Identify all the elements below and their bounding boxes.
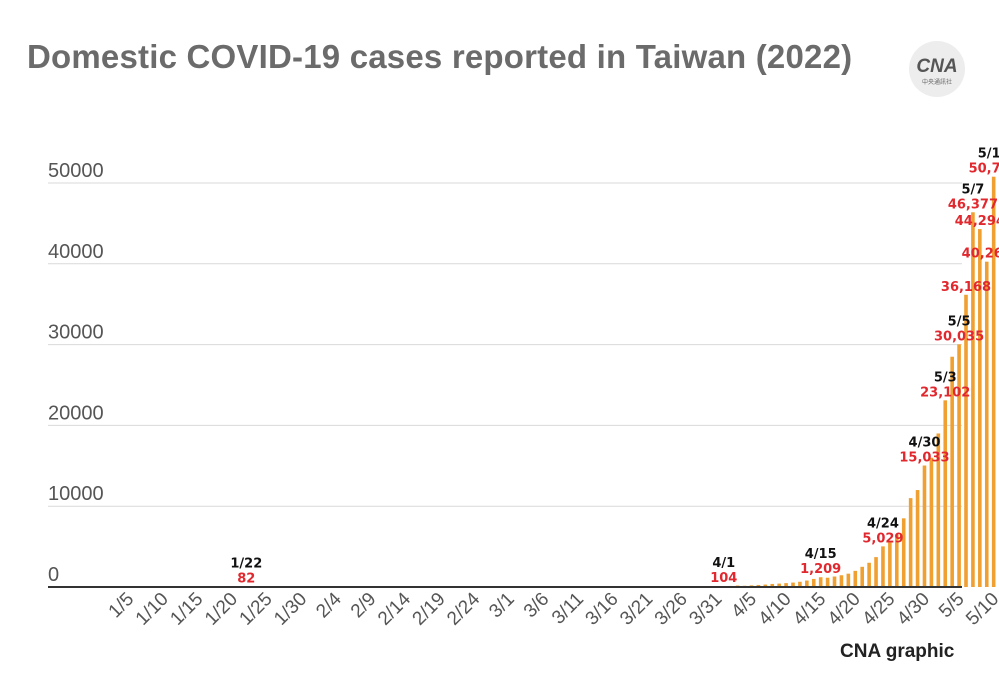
value-label: 15,033: [899, 451, 949, 466]
bar: [846, 573, 851, 587]
bar: [901, 518, 906, 587]
bar: [991, 176, 996, 587]
bar: [832, 576, 837, 587]
x-tick-label: 1/15: [166, 589, 207, 630]
y-tick-label: 40000: [48, 241, 104, 263]
x-tick-label: 2/19: [409, 589, 450, 630]
bar: [756, 584, 761, 587]
bar: [950, 356, 954, 587]
date-label: 4/24: [867, 516, 899, 531]
y-tick-label: 50000: [48, 160, 104, 182]
y-tick-label: 30000: [48, 322, 104, 344]
value-label: 46,377: [948, 197, 998, 212]
bar: [853, 570, 858, 587]
x-tick-label: 1/10: [132, 589, 173, 630]
date-label: 5/5: [948, 314, 971, 329]
x-tick-label: 2/4: [312, 588, 346, 622]
value-label: 1,209: [800, 562, 841, 577]
x-tick-label: 3/21: [616, 589, 657, 630]
y-tick-label: 10000: [48, 483, 104, 505]
bar: [957, 344, 961, 587]
bar: [895, 534, 899, 587]
x-tick-label: 3/31: [685, 589, 726, 630]
y-tick-label: 0: [48, 564, 59, 586]
x-tick-label: 2/14: [374, 588, 415, 629]
x-tick-label: 5/10: [962, 589, 999, 630]
bar: [805, 580, 809, 587]
bar: [825, 577, 830, 587]
x-tick-label: 4/20: [824, 589, 865, 630]
value-label: 30,035: [934, 329, 984, 344]
bars: [196, 176, 996, 587]
x-tick-label: 3/11: [548, 589, 588, 629]
cna-logo-icon: CNA 中央通訊社: [909, 41, 965, 97]
y-axis-ticks: 0 10000 20000 30000 40000 50000: [48, 160, 104, 586]
date-label: 4/1: [712, 556, 735, 571]
bar: [874, 557, 878, 587]
x-tick-label: 3/6: [520, 589, 554, 623]
value-label: 82: [237, 571, 255, 586]
date-label: 5/3: [934, 370, 957, 385]
x-tick-label: 4/10: [755, 589, 796, 630]
bar: [811, 578, 816, 587]
x-tick-label: 1/30: [270, 589, 311, 630]
x-tick-label: 4/25: [858, 589, 899, 630]
bar: [922, 465, 927, 587]
credit-text: CNA graphic: [840, 641, 955, 662]
bar: [784, 583, 788, 587]
bar: [971, 212, 975, 587]
x-tick-label: 3/1: [485, 589, 519, 623]
x-tick-label: 1/20: [201, 589, 242, 630]
bar: [936, 433, 941, 587]
date-label: 5/7: [961, 182, 984, 197]
bar: [888, 542, 892, 587]
x-tick-label: 3/26: [651, 589, 692, 630]
value-label: 44,294: [955, 214, 999, 229]
bar: [978, 229, 982, 587]
x-tick-label: 4/30: [893, 589, 934, 630]
gridlines: [48, 182, 962, 507]
value-label: 36,168: [941, 280, 991, 295]
bar: [984, 261, 989, 587]
chart-title: Domestic COVID-19 cases reported in Taiw…: [27, 38, 853, 75]
date-label: 4/15: [805, 547, 837, 562]
value-label: 50,780: [969, 162, 999, 177]
bar: [798, 581, 802, 587]
x-tick-label: 1/25: [236, 589, 277, 630]
value-label: 23,102: [920, 385, 970, 400]
y-tick-label: 20000: [48, 402, 104, 424]
bar: [867, 562, 871, 587]
date-label: 4/30: [909, 436, 941, 451]
bar: [770, 583, 775, 587]
bar: [763, 584, 768, 587]
date-label: 1/22: [230, 556, 262, 571]
bar: [915, 490, 920, 587]
bar: [929, 457, 934, 587]
bar: [839, 575, 844, 587]
bar: [791, 582, 795, 587]
bar: [881, 546, 885, 587]
bar: [777, 583, 781, 587]
x-tick-label: 2/24: [443, 588, 484, 629]
value-label: 5,029: [862, 531, 903, 546]
bar: [860, 566, 864, 587]
value-label: 104: [710, 571, 737, 586]
bar: [818, 577, 823, 587]
value-label: 40,263: [962, 247, 999, 262]
bar: [964, 294, 968, 587]
x-axis-ticks: 1/51/101/151/201/251/30 2/4 2/92/142/192/2…: [105, 588, 999, 629]
date-label: 5/10: [978, 147, 999, 162]
x-tick-label: 4/15: [789, 589, 830, 630]
x-tick-label: 3/16: [582, 589, 623, 630]
logo-text: CNA: [916, 56, 957, 77]
logo-subtext: 中央通訊社: [922, 78, 952, 86]
bar: [908, 498, 913, 587]
bar: [943, 400, 948, 587]
